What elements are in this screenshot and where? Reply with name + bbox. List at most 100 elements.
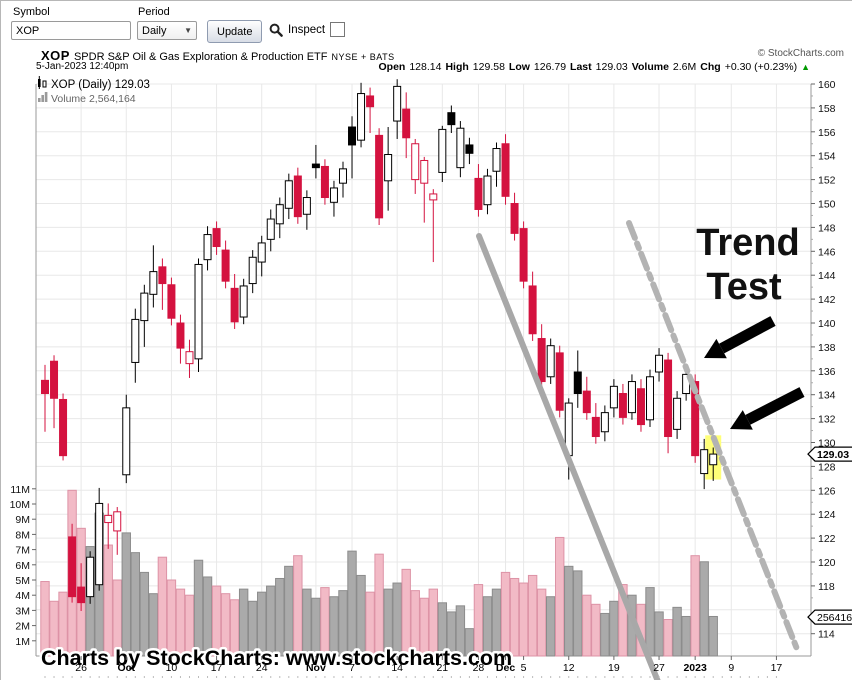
volume-tick-label: 4M — [15, 590, 30, 602]
candle-body — [338, 168, 347, 184]
candle-body — [122, 407, 131, 476]
volume-bar — [591, 603, 601, 657]
volume-tick-label: 5M — [15, 575, 30, 587]
toolbar: Symbol Period Daily ▼ Update Inspect — [1, 1, 852, 45]
period-label: Period — [138, 6, 170, 18]
candle-body — [510, 203, 519, 234]
update-button[interactable]: Update — [207, 20, 263, 43]
volume-bar — [365, 591, 375, 657]
candle-body — [384, 154, 393, 182]
low-value: 126.79 — [533, 61, 567, 73]
volume-bar — [157, 556, 168, 657]
last-price-tag-text: 129.03 — [817, 449, 849, 461]
symbol-input[interactable] — [11, 21, 131, 40]
volume-bar — [527, 574, 538, 657]
candle-body — [357, 93, 366, 141]
high-label: High — [445, 61, 469, 73]
chevron-down-icon: ▼ — [184, 26, 192, 35]
chart-legend: XOP (Daily) 129.03 Volume 2,564,164 — [38, 76, 150, 105]
candle-body — [438, 128, 447, 173]
candle-body — [149, 271, 158, 295]
volume-bar — [220, 593, 231, 657]
candle-body — [528, 285, 537, 335]
volume-bar — [238, 588, 249, 657]
candle-body — [627, 381, 636, 414]
annotation-line2: Test — [706, 266, 782, 308]
volume-bar — [555, 536, 565, 657]
date-tick-label: 2023 — [683, 662, 707, 674]
volume-bar — [356, 574, 366, 657]
annotation-line1: Trend — [696, 222, 799, 264]
exchange-label: NYSE + BATS — [331, 52, 395, 62]
candle-body — [673, 397, 682, 430]
price-tick-label: 120 — [818, 557, 836, 569]
candle-body — [591, 416, 600, 438]
volume-bar — [121, 532, 131, 657]
candle-body — [266, 218, 275, 240]
period-select[interactable]: Daily ▼ — [137, 21, 197, 40]
volume-bar — [654, 611, 664, 657]
volume-label: Volume — [631, 61, 669, 73]
volume-bar — [40, 581, 50, 657]
candle-body — [50, 360, 59, 399]
volume-bar — [582, 594, 592, 657]
volume-bar — [383, 588, 393, 657]
arrow-head — [704, 338, 727, 359]
volume-bar — [401, 568, 411, 657]
inspect-checkbox[interactable] — [330, 22, 346, 37]
volume-axis: 11M 10M 9M 8M 7M 6M 5M 4M 3M 2M 1M — [10, 484, 36, 648]
volume-bar — [663, 619, 673, 657]
candle-body — [104, 514, 113, 524]
candle-body — [655, 354, 664, 373]
candle-body — [474, 177, 483, 210]
price-tick-label: 156 — [818, 127, 836, 139]
candle-body — [636, 388, 645, 426]
volume-tick-label: 1M — [15, 636, 30, 648]
volume-bar — [446, 611, 457, 657]
last-volume-tag-text: 256416 — [817, 612, 852, 624]
volume-tick-label: 10M — [10, 499, 30, 511]
open-label: Open — [378, 61, 406, 73]
volume-bar — [184, 594, 195, 657]
candle-body — [239, 285, 248, 318]
candle-body — [582, 390, 591, 414]
volume-bar — [509, 577, 520, 657]
candle-body — [573, 371, 582, 395]
trendline-solid — [476, 233, 661, 680]
trendline-dashdot — [626, 220, 800, 652]
candle-body — [257, 242, 266, 263]
inspect-control: Inspect — [269, 22, 346, 37]
price-axis: 160 158 156 154 152 150 148 146 144 142 140 138 136 1… — [811, 79, 836, 641]
candle-body — [284, 180, 293, 209]
candle-body — [700, 449, 709, 475]
volume-bar — [410, 590, 420, 657]
volume-bar — [464, 628, 475, 657]
date-tick-label: 26 — [75, 662, 87, 674]
price-tick-label: 126 — [818, 485, 836, 497]
date-tick-label: 27 — [653, 662, 665, 674]
candle-body — [131, 318, 140, 363]
volume-bar — [329, 596, 339, 657]
open-value: 128.14 — [409, 61, 442, 73]
candle-body — [393, 85, 402, 122]
candle-body — [77, 586, 86, 604]
date-tick-label: Oct — [118, 662, 136, 674]
candle-body — [609, 385, 618, 409]
candle-body — [600, 412, 609, 433]
candle-body — [302, 197, 311, 215]
price-tick-label: 154 — [818, 151, 836, 163]
candle-body — [275, 204, 284, 225]
candle-body — [176, 322, 185, 349]
volume-bar — [49, 600, 59, 657]
last-volume-tag — [807, 609, 852, 625]
date-tick-label: 12 — [563, 662, 575, 674]
date-tick-label: 7 — [349, 662, 355, 674]
high-value: 129.58 — [472, 61, 505, 73]
volume-bar — [491, 588, 502, 657]
volume-bar — [609, 600, 619, 657]
candle-body — [366, 95, 375, 108]
volume-icon — [41, 95, 44, 102]
price-tick-label: 158 — [818, 103, 836, 115]
volume-bar — [320, 587, 330, 657]
